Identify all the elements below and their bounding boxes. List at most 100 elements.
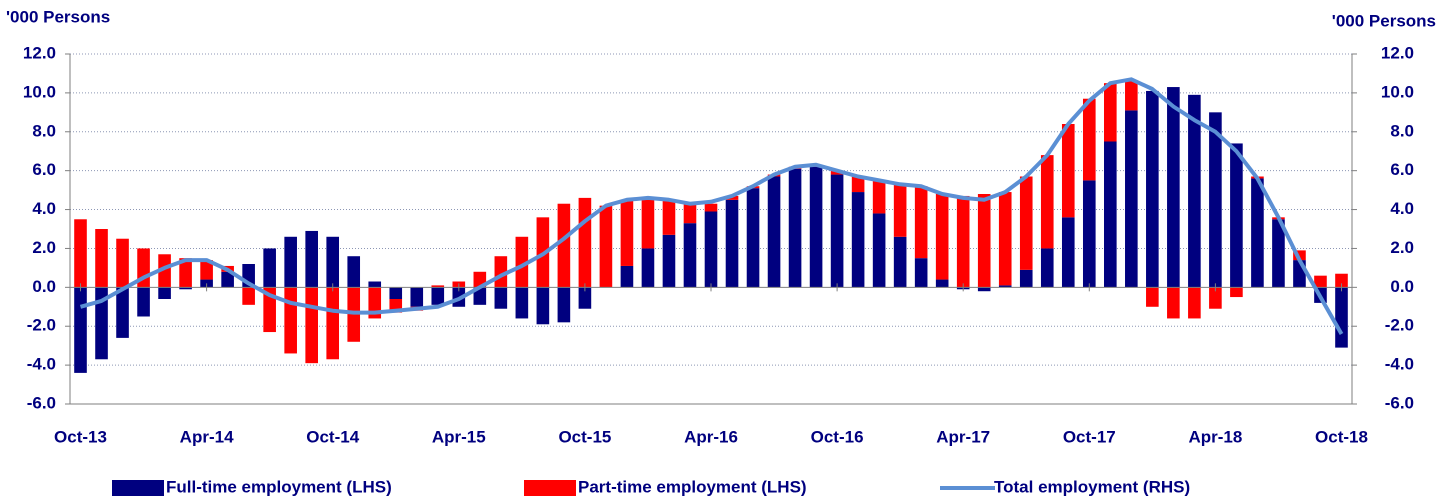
bar [263, 287, 276, 333]
x-tick-label: Apr-17 [936, 427, 990, 446]
bar [242, 287, 255, 305]
x-tick-label: Oct-16 [811, 427, 864, 446]
y2-tick-label: 8.0 [1390, 121, 1414, 140]
line [79, 77, 1344, 335]
bar [1125, 110, 1138, 288]
bar [137, 287, 150, 317]
bar [368, 281, 382, 288]
bar [1167, 287, 1180, 319]
bar [704, 211, 718, 288]
bar [1314, 275, 1327, 288]
bar [389, 287, 403, 299]
bar [767, 176, 781, 288]
bar [1209, 287, 1222, 309]
bar [1188, 287, 1201, 319]
bar [641, 199, 655, 249]
bar [431, 285, 445, 288]
bar [746, 188, 760, 288]
bar [704, 203, 718, 212]
bar [683, 223, 697, 288]
bar [326, 287, 340, 360]
bar [74, 287, 87, 373]
bar [284, 287, 297, 354]
bar [578, 287, 592, 309]
bar [1125, 81, 1138, 111]
bar [200, 260, 213, 280]
bar [158, 254, 171, 288]
bar [935, 279, 949, 288]
legend-swatch [112, 480, 164, 496]
bar [1335, 287, 1348, 348]
bar [872, 213, 886, 288]
x-tick-label: Apr-14 [180, 427, 234, 446]
bar [1104, 141, 1117, 288]
bar [662, 199, 676, 235]
bar [914, 186, 928, 259]
bar [935, 194, 949, 280]
bar [326, 236, 340, 288]
y-tick-label: -4.0 [27, 355, 56, 374]
bar [158, 287, 171, 299]
bar [893, 236, 907, 288]
y-axis-label: '000 Persons [6, 7, 110, 26]
bar [1251, 178, 1264, 288]
bar [662, 234, 676, 288]
y-tick-label: -2.0 [27, 316, 56, 335]
bar [851, 192, 865, 288]
bar [998, 192, 1012, 286]
y2-tick-label: 2.0 [1390, 238, 1414, 257]
bar [809, 166, 823, 288]
bar [1061, 124, 1075, 218]
bar [116, 238, 129, 288]
bar [1061, 217, 1075, 288]
bar [1040, 248, 1054, 288]
bar [725, 199, 739, 288]
bar [1082, 180, 1096, 288]
bar [788, 168, 802, 288]
bar [1293, 250, 1306, 261]
y2-tick-label: 6.0 [1390, 160, 1414, 179]
y2-tick-label: -4.0 [1385, 355, 1414, 374]
y2-tick-label: 4.0 [1390, 199, 1414, 218]
bar [1230, 287, 1243, 298]
bar [305, 230, 318, 288]
bar [347, 256, 361, 288]
bar [998, 285, 1012, 288]
bar [1082, 98, 1096, 181]
bar [830, 174, 844, 288]
bar [179, 258, 192, 288]
bar [74, 219, 87, 288]
bar [557, 203, 571, 288]
bar [431, 287, 445, 305]
bar [1146, 90, 1159, 288]
bar [956, 195, 970, 288]
x-tick-label: Apr-15 [432, 427, 486, 446]
y-tick-label: 0.0 [32, 277, 56, 296]
bar [305, 287, 318, 364]
legend-label: Total employment (RHS) [994, 477, 1190, 496]
bar [620, 265, 634, 288]
bar [977, 287, 991, 292]
bar [179, 287, 192, 290]
bar [494, 287, 508, 309]
bar [893, 184, 907, 237]
bar [263, 248, 276, 288]
bar [536, 287, 550, 325]
bar [473, 287, 487, 305]
bar [515, 236, 529, 288]
bar [557, 287, 571, 323]
bar [599, 205, 613, 288]
y2-tick-label: 12.0 [1381, 43, 1414, 62]
bar [95, 287, 108, 360]
bar [1188, 94, 1201, 288]
x-tick-label: Oct-18 [1315, 427, 1368, 446]
bar [1019, 176, 1033, 270]
y-tick-label: 12.0 [23, 43, 56, 62]
bar [641, 248, 655, 288]
legend-swatch [524, 480, 576, 496]
legend-label: Part-time employment (LHS) [578, 477, 807, 496]
x-tick-label: Oct-17 [1063, 427, 1116, 446]
bar [1104, 83, 1117, 142]
bar [1335, 273, 1348, 288]
